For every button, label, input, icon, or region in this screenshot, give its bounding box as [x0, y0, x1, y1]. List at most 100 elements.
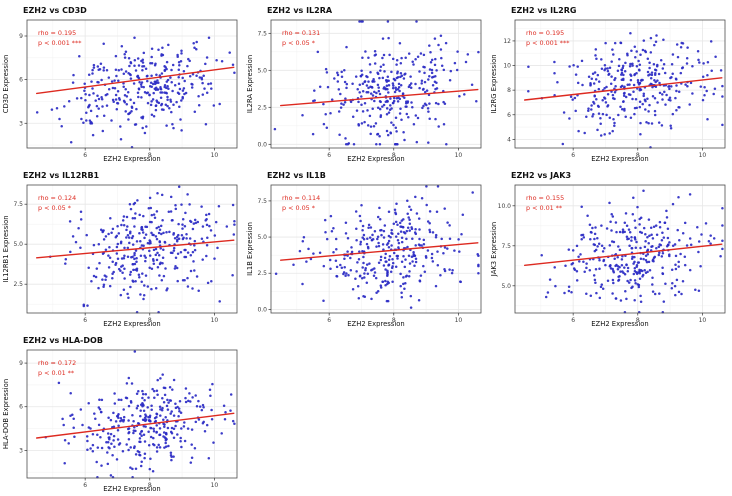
y-tick-label: 6	[507, 112, 511, 119]
y-tick-label: 5.0	[13, 241, 23, 248]
y-tick-label: 9	[19, 360, 23, 367]
y-tick-label: 5.0	[257, 234, 267, 241]
y-axis-label: CD3D Expression	[2, 55, 10, 114]
panel-ezh2-vs-hla-dob: rho = 0.172 p < 0.01 ** 6 8 10 3 6 9 EZH2 Expres…	[0, 330, 244, 495]
y-tick-label: 2.5	[257, 270, 267, 277]
scatter-chart-svg: rho = 0.124 p < 0.05 * 6 8 10 2.5 5.0 7.5 EZH2 E…	[2, 171, 238, 328]
trend-line	[35, 239, 235, 259]
y-tick-label: 5.0	[501, 283, 511, 290]
x-tick-label: 10	[455, 152, 463, 159]
x-tick-label: 10	[699, 152, 707, 159]
x-tick-label: 8	[392, 152, 396, 159]
p-value-annotation: p < 0.05 *	[282, 204, 315, 212]
y-tick-label: 12	[503, 38, 511, 45]
x-tick-label: 8	[148, 317, 152, 324]
trend-line	[523, 77, 723, 101]
scatter-points	[540, 189, 724, 314]
panel-title: EZH2 vs IL1B	[267, 171, 326, 180]
x-axis-label: EZH2 Expression	[591, 320, 648, 328]
x-axis-label: EZH2 Expression	[347, 155, 404, 163]
scatter-points	[274, 185, 480, 309]
y-tick-label: 6	[19, 404, 23, 411]
y-tick-label: 5.0	[257, 67, 267, 74]
x-tick-label: 6	[83, 152, 87, 159]
y-tick-label: 4	[507, 136, 511, 143]
x-tick-label: 6	[83, 317, 87, 324]
x-axis-label: EZH2 Expression	[347, 320, 404, 328]
y-tick-label: 0.0	[257, 141, 267, 148]
x-tick-label: 10	[211, 317, 219, 324]
y-tick-label: 8	[507, 87, 511, 94]
y-tick-label: 10	[503, 63, 511, 70]
panel-title: EZH2 vs IL2RA	[267, 6, 333, 15]
y-tick-label: 7.5	[13, 201, 23, 208]
x-tick-label: 8	[148, 152, 152, 159]
y-axis-label: IL2RA Expression	[246, 55, 254, 113]
y-axis-label: IL12RB1 Expression	[2, 215, 10, 282]
p-value-annotation: p < 0.001 ***	[38, 39, 81, 47]
p-value-annotation: p < 0.001 ***	[526, 39, 569, 47]
x-tick-label: 8	[148, 482, 152, 489]
x-tick-label: 10	[699, 317, 707, 324]
x-axis-label: EZH2 Expression	[591, 155, 648, 163]
y-axis-label: HLA-DOB Expression	[2, 379, 10, 449]
y-tick-label: 0.0	[257, 306, 267, 313]
scatter-chart-svg: rho = 0.114 p < 0.05 * 6 8 10 0.0 2.5 5.0 7.5 EZH…	[246, 171, 482, 328]
x-tick-label: 6	[571, 152, 575, 159]
trend-line	[35, 66, 235, 95]
x-tick-label: 8	[392, 317, 396, 324]
rho-annotation: rho = 0.195	[38, 29, 76, 37]
y-tick-label: 7.5	[501, 243, 511, 250]
rho-annotation: rho = 0.172	[38, 359, 76, 367]
y-tick-label: 7.5	[257, 30, 267, 37]
x-tick-label: 8	[636, 152, 640, 159]
scatter-chart-svg: rho = 0.195 p < 0.001 *** 6 8 10 4 6 8 10 12 EZH2 …	[490, 6, 726, 163]
x-tick-label: 8	[636, 317, 640, 324]
x-tick-label: 6	[83, 482, 87, 489]
x-axis-label: EZH2 Expression	[103, 485, 160, 493]
x-tick-label: 10	[211, 152, 219, 159]
scatter-points	[48, 185, 236, 314]
x-tick-label: 6	[571, 317, 575, 324]
x-tick-label: 10	[455, 317, 463, 324]
x-tick-label: 6	[327, 152, 331, 159]
scatter-points	[44, 350, 236, 479]
panel-title: EZH2 vs IL2RG	[511, 6, 576, 15]
trend-line	[35, 412, 235, 439]
rho-annotation: rho = 0.195	[526, 29, 564, 37]
y-tick-label: 3	[19, 120, 23, 127]
y-tick-label: 10.0	[498, 203, 512, 210]
y-tick-label: 6	[19, 77, 23, 84]
rho-annotation: rho = 0.131	[282, 29, 320, 37]
trend-line	[279, 88, 479, 107]
scatter-chart-svg: rho = 0.172 p < 0.01 ** 6 8 10 3 6 9 EZH2 Expres…	[2, 336, 238, 493]
panel-title: EZH2 vs IL12RB1	[23, 171, 100, 180]
rho-annotation: rho = 0.155	[526, 194, 564, 202]
panel-ezh2-vs-il2rg: rho = 0.195 p < 0.001 *** 6 8 10 4 6 8 10 12 EZH2 …	[488, 0, 732, 165]
y-axis-label: IL1B Expression	[246, 222, 254, 276]
trend-line	[523, 243, 723, 267]
y-tick-label: 9	[19, 33, 23, 40]
x-axis-label: EZH2 Expression	[103, 320, 160, 328]
y-tick-label: 2.5	[13, 281, 23, 288]
panel-ezh2-vs-cd3d: rho = 0.195 p < 0.001 *** 6 8 10 3 6 9 EZH2 Expr…	[0, 0, 244, 165]
y-axis-label: JAK3 Expression	[490, 222, 498, 277]
p-value-annotation: p < 0.05 *	[282, 39, 315, 47]
panel-title: EZH2 vs CD3D	[23, 6, 87, 15]
rho-annotation: rho = 0.124	[38, 194, 76, 202]
scatter-chart-svg: rho = 0.155 p < 0.01 ** 6 8 10 5.0 7.5 10.0 EZH2…	[490, 171, 726, 328]
panel-ezh2-vs-jak3: rho = 0.155 p < 0.01 ** 6 8 10 5.0 7.5 10.0 EZH2…	[488, 165, 732, 330]
panel-ezh2-vs-il2ra: rho = 0.131 p < 0.05 * 6 8 10 0.0 2.5 5.0 7.5 EZH…	[244, 0, 488, 165]
y-tick-label: 2.5	[257, 104, 267, 111]
y-tick-label: 3	[19, 447, 23, 454]
panel-ezh2-vs-il1b: rho = 0.114 p < 0.05 * 6 8 10 0.0 2.5 5.0 7.5 EZH…	[244, 165, 488, 330]
panel-title: EZH2 vs JAK3	[511, 171, 571, 180]
scatter-points	[273, 20, 480, 146]
panel-title: EZH2 vs HLA-DOB	[23, 336, 103, 345]
p-value-annotation: p < 0.01 **	[38, 369, 74, 377]
p-value-annotation: p < 0.01 **	[526, 204, 562, 212]
trend-line	[279, 242, 479, 261]
x-tick-label: 6	[327, 317, 331, 324]
y-tick-label: 7.5	[257, 198, 267, 205]
